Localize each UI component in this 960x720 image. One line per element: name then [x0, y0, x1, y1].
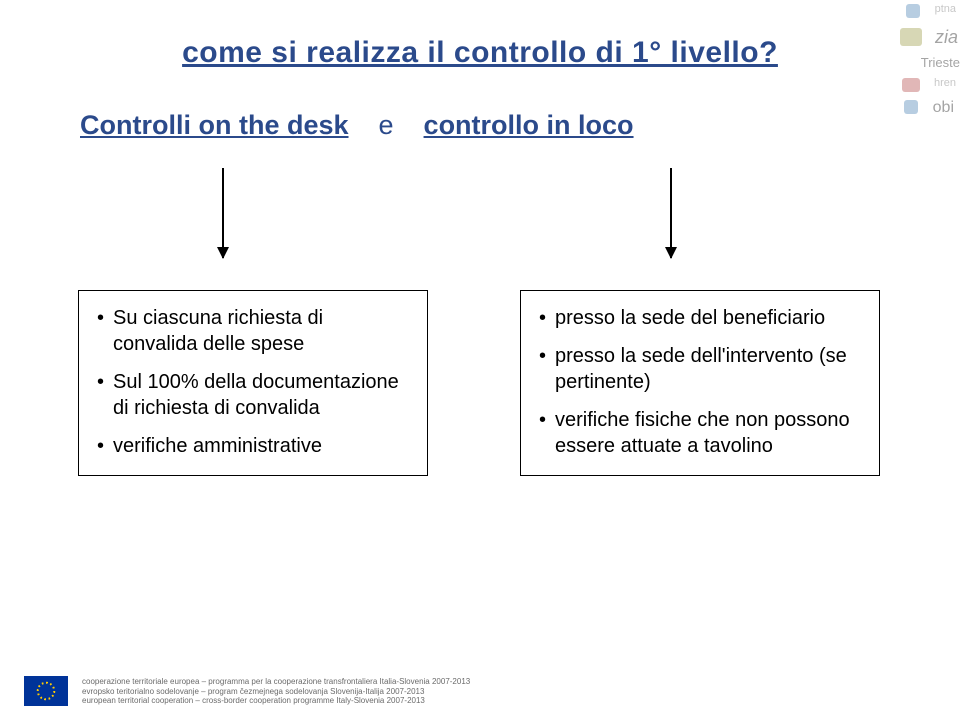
- box-desk-controls: Su ciascuna richiesta di convalida delle…: [78, 290, 428, 476]
- box-in-loco-controls: presso la sede del beneficiario presso l…: [520, 290, 880, 476]
- subhead-right: controllo in loco: [424, 110, 634, 141]
- eu-flag-icon: [24, 676, 68, 706]
- deco-text: Trieste: [921, 56, 960, 69]
- deco-shape: [906, 4, 920, 18]
- slide-title: come si realizza il controllo di 1° live…: [182, 36, 778, 70]
- list: Su ciascuna richiesta di convalida delle…: [97, 305, 409, 459]
- deco-text: obi: [933, 100, 954, 116]
- list-item: verifiche fisiche che non possono essere…: [539, 407, 861, 459]
- list-item: verifiche amministrative: [97, 433, 409, 459]
- list-item: presso la sede del beneficiario: [539, 305, 861, 331]
- deco-shape: [900, 28, 922, 46]
- list-item: presso la sede dell'intervento (se perti…: [539, 343, 861, 395]
- footer: cooperazione territoriale europea – prog…: [24, 676, 470, 706]
- subhead-row: Controlli on the desk e controllo in loc…: [80, 110, 880, 141]
- list: presso la sede del beneficiario presso l…: [539, 305, 861, 459]
- footer-line: evropsko teritorialno sodelovanje – prog…: [82, 687, 470, 697]
- subhead-left: Controlli on the desk: [80, 110, 349, 141]
- subhead-connector: e: [379, 110, 394, 141]
- footer-line: cooperazione territoriale europea – prog…: [82, 677, 470, 687]
- list-item: Sul 100% della documentazione di richies…: [97, 369, 409, 421]
- footer-line: european territorial cooperation – cross…: [82, 696, 470, 706]
- deco-text: ptna: [935, 4, 956, 15]
- deco-shape: [904, 100, 918, 114]
- slide: ptna zia Trieste hren obi come si realiz…: [0, 0, 960, 720]
- arrow-down-icon: [222, 168, 224, 258]
- deco-collage: ptna zia Trieste hren obi: [890, 0, 960, 180]
- footer-text: cooperazione territoriale europea – prog…: [82, 677, 470, 706]
- deco-shape: [902, 78, 920, 92]
- arrow-down-icon: [670, 168, 672, 258]
- deco-text: hren: [934, 78, 956, 89]
- list-item: Su ciascuna richiesta di convalida delle…: [97, 305, 409, 357]
- deco-text: zia: [935, 28, 958, 46]
